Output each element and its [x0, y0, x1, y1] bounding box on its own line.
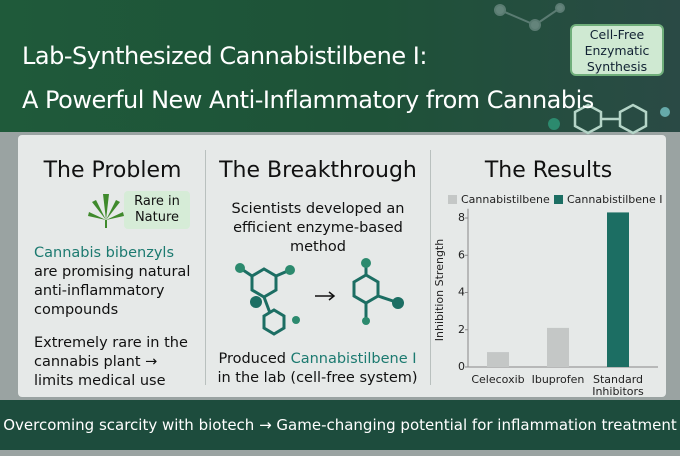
- divider: [430, 150, 431, 385]
- cannabis-leaf-icon: [88, 194, 124, 228]
- chart-svg: Inhibition Strength 0 2 4 6 8 Cannabistilbene…: [433, 193, 663, 373]
- result-text: Produced Cannabistilbene I in the lab (ce…: [210, 350, 425, 388]
- method-badge: Cell-Free Enzymatic Synthesis: [570, 24, 664, 76]
- title-line: Lab-Synthesized Cannabistilbene I:: [22, 42, 427, 70]
- highlight-text: Cannabis bibenzyls: [34, 245, 174, 261]
- text: in the lab (cell-free system): [217, 370, 418, 386]
- header: [0, 0, 680, 132]
- footer: Overcoming scarcity with biotech → Game-…: [0, 400, 680, 450]
- legend-swatch: [554, 195, 563, 204]
- section-heading: The Problem: [43, 158, 182, 183]
- highlight-text: Cannabistilbene I: [290, 351, 417, 367]
- legend-label: Cannabistilbene I: [567, 193, 663, 206]
- header-decoration: [494, 3, 670, 135]
- x-tick-label: Celecoxib: [471, 373, 525, 386]
- y-tick-label: 8: [458, 211, 465, 224]
- y-tick-label: 2: [458, 323, 465, 336]
- bar: [607, 212, 629, 367]
- legend-label: Cannabistilbene I: [461, 193, 557, 206]
- bar: [547, 327, 569, 367]
- y-tick-label: 0: [458, 360, 465, 373]
- body-text: Scientists developed an efficient enzyme…: [231, 201, 405, 255]
- section-heading: The Results: [484, 158, 613, 183]
- molecule-diagram: [235, 258, 404, 336]
- y-tick-label: 4: [458, 286, 465, 299]
- body-text: are promising natural anti-inflammatory …: [34, 264, 191, 318]
- divider: [205, 150, 206, 385]
- x-tick-label: Ibuprofen: [531, 373, 585, 386]
- title-line: A Powerful New Anti-Inflammatory from Ca…: [22, 86, 594, 114]
- rarity-badge: Rare in Nature: [124, 191, 190, 229]
- chart: Inhibition Strength 0 2 4 6 8 Cannabistilbene…: [430, 180, 670, 400]
- bar: [487, 352, 509, 367]
- y-axis-label: Inhibition Strength: [433, 239, 446, 341]
- x-tick-label: Standard Inhibitors: [592, 373, 644, 398]
- text: Produced: [218, 351, 286, 367]
- y-tick-label: 6: [458, 248, 465, 261]
- legend-swatch: [448, 195, 457, 204]
- body-text: Extremely rare in the cannabis plant → l…: [34, 335, 188, 389]
- section-heading: The Breakthrough: [219, 158, 417, 183]
